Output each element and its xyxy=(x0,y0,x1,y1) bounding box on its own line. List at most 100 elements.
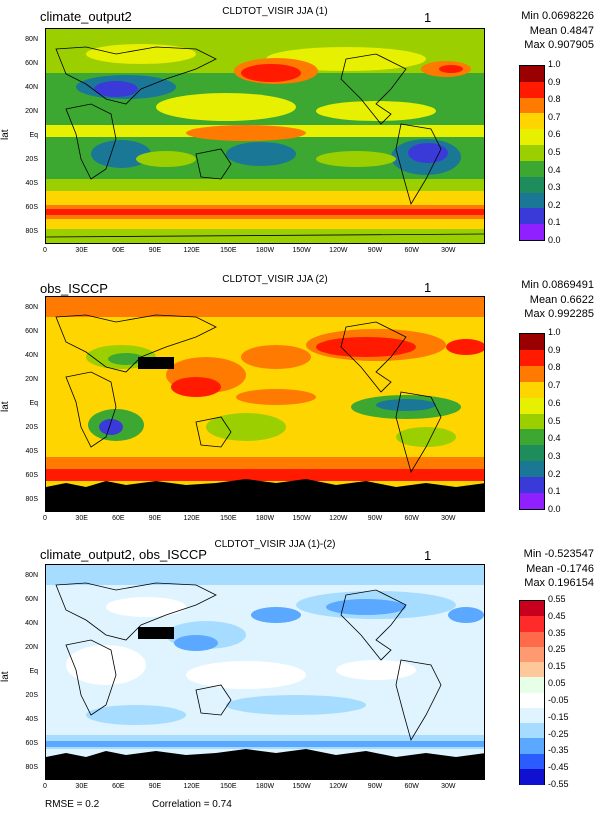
x-tick-label: 150E xyxy=(220,783,237,790)
panel-marker: 1 xyxy=(424,10,432,25)
stat-min: Min 0.0698226 xyxy=(521,10,594,22)
colorbar-swatch xyxy=(520,145,544,162)
panel-marker: 1 xyxy=(424,280,432,295)
x-tick-label: 30E xyxy=(75,247,88,254)
y-tick-label: 20N xyxy=(25,376,38,383)
x-tick-label: 0 xyxy=(43,783,47,790)
colorbar-swatch xyxy=(520,753,544,770)
y-tick-label: 80S xyxy=(25,496,38,503)
map-field xyxy=(46,565,484,779)
x-tick-label: 150W xyxy=(292,783,311,790)
x-tick-label: 120E xyxy=(183,515,200,522)
colorbar-tick-label: 0.5 xyxy=(548,147,561,157)
x-tick-label: 120E xyxy=(183,247,200,254)
colorbar-tick-label: 0.7 xyxy=(548,380,561,391)
y-axis-title: lat xyxy=(0,671,11,682)
colorbar-tick-label: 0.9 xyxy=(548,76,561,87)
stat-mean: Mean 0.4847 xyxy=(529,24,594,37)
panel-marker: 1 xyxy=(424,548,432,563)
colorbar-tick-label: 0.1 xyxy=(548,217,561,228)
colorbar-tick-label: 0.8 xyxy=(548,94,561,105)
colorbar-swatch xyxy=(520,224,544,241)
colorbar-swatch xyxy=(520,493,544,510)
colorbar-tick-label: 0.0 xyxy=(548,235,561,245)
map-field xyxy=(46,29,484,243)
colorbar-swatch xyxy=(520,413,544,430)
colorbar-swatch xyxy=(520,631,544,648)
x-tick-label: 150W xyxy=(292,515,311,522)
colorbar-tick-label: 0.0 xyxy=(548,504,561,514)
colorbar-tick-label: 0.6 xyxy=(548,129,561,140)
colorbar-tick-label: -0.45 xyxy=(548,762,569,773)
colorbar-tick-label: 0.4 xyxy=(548,433,561,444)
x-tick-label: 60W xyxy=(404,783,419,790)
colorbar-tick-label: 0.5 xyxy=(548,415,561,426)
y-tick-label: Eq xyxy=(29,132,38,139)
colorbar-tick-label: 0.3 xyxy=(548,450,561,461)
x-tick-label: 120W xyxy=(329,783,348,790)
x-tick-label: 60E xyxy=(112,515,125,522)
panel-model: climate_output2 CLDTOT_VISIR JJA (1) 1 M… xyxy=(0,0,606,272)
colorbar-tick-label: 0.2 xyxy=(548,199,561,210)
y-tick-label: 40N xyxy=(25,620,38,627)
colorbar-tick-label: 0.55 xyxy=(548,594,566,604)
stat-min: Min 0.0869491 xyxy=(521,279,594,291)
colorbar-swatch xyxy=(520,723,544,739)
x-tick-label: 90E xyxy=(148,783,162,790)
colorbar-swatch xyxy=(520,677,544,693)
stat-mean: Mean 0.6622 xyxy=(529,293,594,306)
colorbar-swatch xyxy=(520,349,544,367)
colorbar-swatch xyxy=(520,692,544,709)
x-tick-label: 30E xyxy=(75,515,88,522)
x-tick-label: 60E xyxy=(112,783,125,790)
x-tick-label: 30W xyxy=(441,515,456,522)
x-tick-label: 180W xyxy=(255,783,275,790)
y-tick-label: 80S xyxy=(25,764,38,771)
y-tick-label: 20S xyxy=(25,156,38,163)
panel-center-title: CLDTOT_VISIR JJA (1)-(2) xyxy=(214,539,336,550)
colorbar-tick-label: 0.4 xyxy=(548,164,561,175)
x-tick-label: 30W xyxy=(441,783,456,790)
map-plot xyxy=(45,28,485,244)
correlation-label: Correlation = 0.74 xyxy=(152,799,232,810)
colorbar-tick-label: -0.25 xyxy=(548,728,569,739)
y-tick-label: 80N xyxy=(25,572,38,579)
colorbar-tick-label: 0.05 xyxy=(548,678,566,689)
x-tick-label: 120E xyxy=(183,783,200,790)
colorbar-swatch xyxy=(520,429,544,446)
panel-title: climate_output2 xyxy=(40,9,132,24)
y-tick-label: 40N xyxy=(25,84,38,91)
stat-mean: Mean -0.1746 xyxy=(526,562,594,575)
colorbar-tick-label: 0.6 xyxy=(548,397,561,408)
colorbar-tick-label: 0.3 xyxy=(548,182,561,193)
colorbar-swatch xyxy=(520,365,544,383)
x-tick-label: 0 xyxy=(43,247,47,254)
stat-max: Max 0.196154 xyxy=(524,577,594,589)
y-tick-label: 20N xyxy=(25,108,38,115)
colorbar-swatch xyxy=(520,97,544,114)
colorbar xyxy=(519,333,545,510)
x-tick-label: 120W xyxy=(329,247,348,254)
stat-max: Max 0.907905 xyxy=(524,39,594,51)
panel-stats: Min -0.523547 Mean -0.1746 Max 0.196154 xyxy=(524,547,594,591)
colorbar-tick-label: 0.45 xyxy=(548,610,566,621)
stat-min: Min -0.523547 xyxy=(523,548,594,560)
colorbar-swatch xyxy=(520,113,544,130)
x-tick-label: 150E xyxy=(220,515,237,522)
x-tick-label: 0 xyxy=(43,515,47,522)
panel-difference: climate_output2, obs_ISCCP CLDTOT_VISIR … xyxy=(0,539,606,816)
map-field xyxy=(46,297,484,511)
y-tick-label: 60S xyxy=(25,740,38,747)
colorbar-swatch xyxy=(520,662,544,678)
colorbar xyxy=(519,600,545,785)
colorbar-tick-label: 0.15 xyxy=(548,661,566,672)
x-tick-label: 60E xyxy=(112,247,125,254)
y-tick-label: 40S xyxy=(25,716,38,723)
colorbar-tick-label: -0.35 xyxy=(548,745,569,756)
x-tick-label: 90W xyxy=(367,515,383,522)
panel-center-title: CLDTOT_VISIR JJA (1) xyxy=(222,6,328,17)
colorbar-tick-label: 1.0 xyxy=(548,327,561,337)
panel-center-title: CLDTOT_VISIR JJA (2) xyxy=(222,274,328,285)
colorbar-swatch xyxy=(520,707,544,724)
colorbar-swatch xyxy=(520,445,544,462)
